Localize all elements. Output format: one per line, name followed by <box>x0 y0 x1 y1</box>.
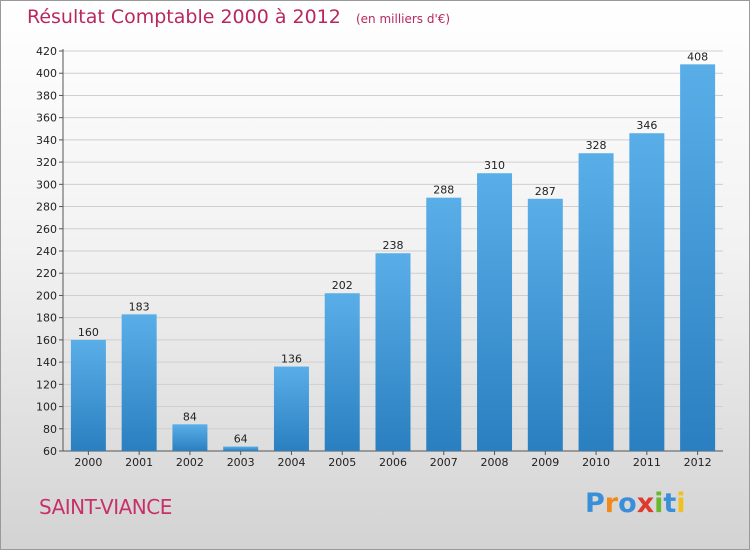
logo-letter: o <box>618 488 637 519</box>
x-tick-label: 2002 <box>176 456 204 469</box>
y-tick-label: 80 <box>43 423 57 436</box>
data-label: 64 <box>234 433 248 446</box>
bar <box>527 198 563 451</box>
logo-letter: i <box>654 488 664 519</box>
bar <box>70 339 106 451</box>
bar <box>578 153 614 451</box>
y-tick-label: 320 <box>36 156 57 169</box>
x-tick-label: 2012 <box>684 456 712 469</box>
proxiti-logo[interactable]: Proxiti <box>585 488 686 519</box>
data-label: 408 <box>687 50 708 63</box>
data-label: 160 <box>78 326 99 339</box>
commune-name: SAINT-VIANCE <box>39 495 172 519</box>
x-tick-label: 2005 <box>328 456 356 469</box>
y-tick-label: 100 <box>36 401 57 414</box>
data-label: 136 <box>281 353 302 366</box>
chart-title: Résultat Comptable 2000 à 2012 <box>27 6 341 28</box>
y-tick-label: 340 <box>36 134 57 147</box>
x-tick-label: 2001 <box>125 456 153 469</box>
x-tick-label: 2010 <box>582 456 610 469</box>
bar <box>629 133 665 451</box>
bar <box>375 253 411 451</box>
data-label: 346 <box>636 119 657 132</box>
y-tick-label: 220 <box>36 267 57 280</box>
logo-letter: t <box>663 488 677 519</box>
bar <box>680 64 716 452</box>
data-label: 310 <box>484 159 505 172</box>
y-tick-label: 160 <box>36 334 57 347</box>
data-label: 84 <box>183 410 197 423</box>
y-tick-label: 420 <box>36 45 57 58</box>
y-tick-label: 60 <box>43 445 57 458</box>
bar <box>477 173 513 451</box>
data-label: 287 <box>535 185 556 198</box>
y-tick-label: 180 <box>36 312 57 325</box>
y-tick-label: 360 <box>36 112 57 125</box>
y-tick-label: 240 <box>36 245 57 258</box>
x-tick-label: 2008 <box>481 456 509 469</box>
y-tick-label: 380 <box>36 89 57 102</box>
x-tick-label: 2000 <box>74 456 102 469</box>
x-tick-label: 2006 <box>379 456 407 469</box>
bar <box>426 197 462 451</box>
x-tick-label: 2009 <box>531 456 559 469</box>
bar <box>324 293 360 451</box>
data-label: 328 <box>586 139 607 152</box>
y-tick-label: 200 <box>36 289 57 302</box>
logo-letter: x <box>636 488 655 519</box>
chart-subtitle: (en milliers d'€) <box>355 12 451 26</box>
x-tick-label: 2007 <box>430 456 458 469</box>
bar <box>223 446 259 451</box>
y-tick-label: 260 <box>36 223 57 236</box>
y-tick-label: 280 <box>36 201 57 214</box>
logo-letter: i <box>676 488 686 519</box>
x-tick-label: 2003 <box>227 456 255 469</box>
x-tick-label: 2004 <box>277 456 305 469</box>
data-label: 183 <box>129 300 150 313</box>
bar <box>273 366 309 451</box>
labels: 60 80 100 120 140 160 180 200 220 240 260 280 300 320… <box>36 45 712 469</box>
logo-letter: P <box>585 488 605 519</box>
data-label: 288 <box>433 184 454 197</box>
y-tick-label: 400 <box>36 67 57 80</box>
y-tick-label: 140 <box>36 356 57 369</box>
y-tick-label: 120 <box>36 378 57 391</box>
logo-letter: r <box>604 488 619 519</box>
bars <box>70 64 716 452</box>
x-tick-label: 2011 <box>633 456 661 469</box>
bar <box>172 424 208 451</box>
data-label: 202 <box>332 279 353 292</box>
title-block: Résultat Comptable 2000 à 2012 (en milli… <box>27 6 450 28</box>
bar <box>121 314 157 451</box>
data-label: 238 <box>383 239 404 252</box>
y-tick-label: 300 <box>36 178 57 191</box>
